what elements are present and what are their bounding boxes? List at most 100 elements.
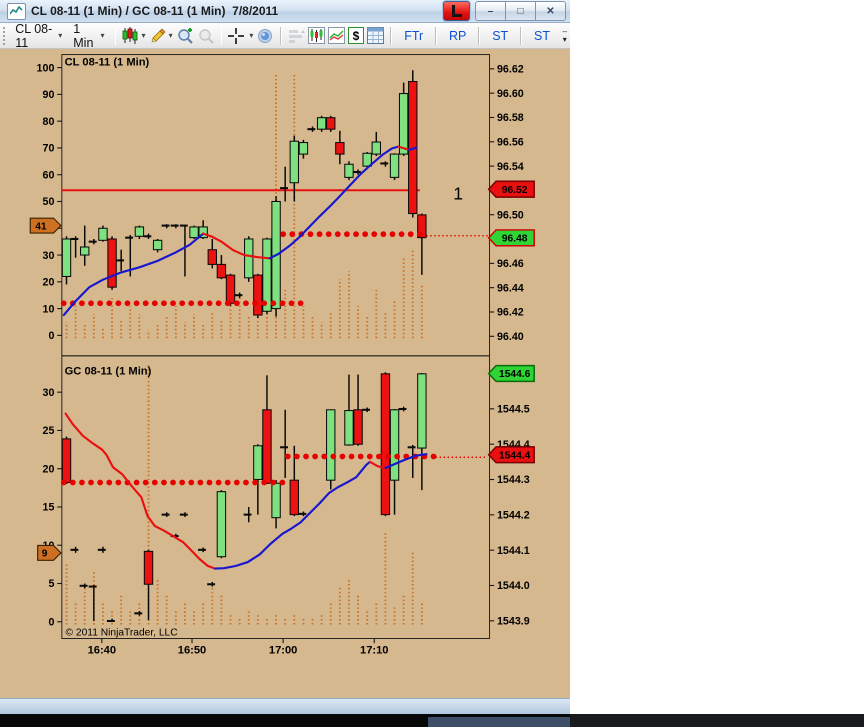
svg-text:16:50: 16:50 [178,644,206,656]
svg-text:20: 20 [43,463,55,475]
ma-line [268,145,400,260]
svg-text:1544.5: 1544.5 [497,404,530,416]
candles-icon [123,27,138,44]
l-glyph-icon [451,5,462,17]
toolbar-overflow-button[interactable]: – ▾ [562,27,567,44]
candle-chart-icon [308,27,326,44]
ma-line [368,460,387,470]
svg-text:0: 0 [48,616,54,628]
panel-gc-08-11: 0510152025301543.91544.01544.11544.21544… [37,355,535,639]
copyright-text: © 2011 NinjaTrader, LLC [66,628,178,639]
svg-text:96.42: 96.42 [497,307,524,319]
pencil-icon [151,28,166,43]
panel-title: GC 08-11 (1 Min) [65,365,152,377]
price-marker-96.48: 96.48 [487,229,535,247]
svg-text:0: 0 [48,330,54,342]
chart-window-icon [7,2,26,20]
ma-line [408,146,418,151]
svg-text:1544.4: 1544.4 [497,439,530,451]
svg-text:1544.2: 1544.2 [497,510,530,522]
st-strategy-button-1[interactable]: ST [492,28,509,43]
bar-style-button[interactable] [122,26,138,46]
chart-region-button[interactable] [328,26,346,46]
svg-text:96.54: 96.54 [497,161,524,173]
chevron-down-icon: ▾ [58,30,63,40]
ma-line [213,460,371,570]
chart-type-button[interactable] [308,26,326,46]
svg-text:5: 5 [48,578,54,590]
text-annotation[interactable]: 1 [453,184,463,204]
red-indicator-button[interactable] [443,1,470,21]
price-marker-1544.4: 1544.4 [487,446,535,464]
svg-text:17:00: 17:00 [269,644,298,656]
price-marker-96.52: 96.52 [487,180,535,198]
svg-text:96.58: 96.58 [497,112,524,124]
st-strategy-button-2[interactable]: ST [534,28,550,43]
rp-strategy-button[interactable]: RP [449,28,467,43]
svg-text:96.46: 96.46 [497,258,524,270]
left-indicator-tag: 41 [29,217,62,234]
chart-canvas[interactable]: 010203040506070809010096.4096.4296.4496.… [0,49,570,698]
zoom-out-button[interactable] [197,26,215,46]
toolbar-separator [435,26,438,45]
crosshair-button[interactable] [228,26,246,46]
volume-bars [65,364,423,625]
svg-text:80: 80 [43,116,55,128]
magnifier-icon [258,28,273,43]
restore-button[interactable]: □ [505,1,536,21]
svg-text:100: 100 [37,62,55,74]
close-button[interactable]: ✕ [535,1,566,21]
chart-region: 010203040506070809010096.4096.4296.4496.… [0,49,570,698]
time-axis: 16:40 16:50 17:00 17:10 [88,638,389,656]
svg-text:1543.9: 1543.9 [497,616,530,628]
svg-text:96.56: 96.56 [497,137,524,149]
svg-text:96.50: 96.50 [497,209,524,221]
svg-text:1544.0: 1544.0 [497,580,530,592]
svg-text:96.48: 96.48 [502,234,528,245]
account-button[interactable]: $ [348,26,365,46]
chevron-down-icon: ▾ [562,35,567,44]
panel-cl-08-11: 010203040506070809010096.4096.4296.4496.… [29,54,535,357]
ma-line [397,145,411,151]
interval-selector[interactable]: 1 Min ▾ [69,20,108,52]
svg-text:96.40: 96.40 [497,331,524,343]
toolbar-grip[interactable] [2,26,6,45]
panel-title: CL 08-11 (1 Min) [65,57,150,69]
svg-text:17:10: 17:10 [360,644,389,656]
svg-text:1544.6: 1544.6 [499,369,531,380]
toolbar-separator [478,26,481,45]
svg-text:16:40: 16:40 [88,644,117,656]
draw-tool-button[interactable] [149,26,166,46]
instrument-label: CL 08-11 [15,21,53,50]
dotted-signal-line [284,453,437,460]
toolbar-separator [114,26,117,45]
snap-mode-button[interactable] [256,26,274,46]
chevron-down-icon[interactable]: ▾ [249,30,254,40]
zoom-in-button[interactable] [176,26,194,46]
toolbar-separator [520,26,523,45]
instrument-selector[interactable]: CL 08-11 ▾ [11,20,66,52]
market-depth-button[interactable] [288,26,306,46]
grid-icon [367,27,385,44]
dotted-signal-line [60,300,304,307]
chevron-down-icon[interactable]: ▾ [168,30,173,40]
svg-text:41: 41 [35,221,47,232]
candle-series [61,70,427,318]
data-grid-button[interactable] [367,26,385,46]
svg-text:30: 30 [43,250,55,262]
svg-text:96.52: 96.52 [502,185,528,196]
title-bar[interactable]: CL 08-11 (1 Min) / GC 08-11 (1 Min) 7/8/… [0,0,570,23]
chevron-down-icon[interactable]: ▾ [141,30,146,40]
depth-bars-icon [289,29,306,43]
svg-text:30: 30 [43,387,55,399]
svg-text:70: 70 [43,143,55,155]
interval-label: 1 Min [73,21,94,50]
svg-text:90: 90 [43,89,55,101]
chevron-down-icon: ▾ [100,30,105,40]
price-marker-1544.6: 1544.6 [487,364,535,383]
svg-text:60: 60 [43,169,55,181]
ftr-strategy-button[interactable]: FTr [404,28,424,43]
minimize-button[interactable]: – [475,1,506,21]
ma-line [384,453,428,470]
dotted-signal-line [280,231,423,238]
